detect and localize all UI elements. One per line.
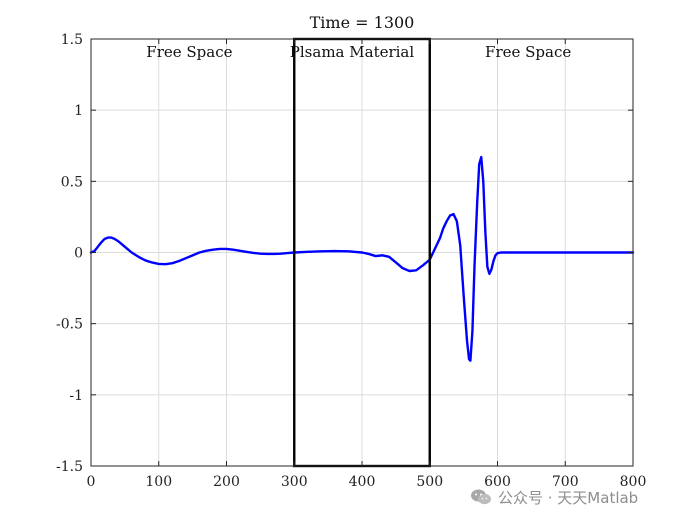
y-tick-label: 1.5 xyxy=(61,32,83,48)
y-tick-label: 1 xyxy=(74,103,83,119)
annotations: Free Space Plsama Material Free Space xyxy=(146,43,571,61)
y-tick-label: -1 xyxy=(69,388,83,404)
region-annotation: Free Space xyxy=(485,43,571,61)
series-layer xyxy=(89,155,635,362)
tick-labels: 0 100 200 300 400 500 600 700 800 -1.5 -1 -0.5 0 0.5 1… xyxy=(56,32,646,490)
x-tick-label: 400 xyxy=(349,474,376,490)
x-tick-label: 700 xyxy=(552,474,579,490)
x-tick-label: 100 xyxy=(145,474,172,490)
x-tick-label: 0 xyxy=(87,474,96,490)
chart-title: Time = 1300 xyxy=(310,13,415,32)
watermark: 公众号 · 天天Matlab xyxy=(470,484,690,510)
x-tick-label: 600 xyxy=(484,474,511,490)
series-line xyxy=(89,155,635,362)
x-tick-label: 200 xyxy=(213,474,240,490)
y-tick-label: 0.5 xyxy=(61,174,83,190)
y-tick-label: -1.5 xyxy=(56,459,83,475)
x-tick-label: 300 xyxy=(281,474,308,490)
region-annotation: Free Space xyxy=(146,43,232,61)
y-tick-label: 0 xyxy=(74,246,83,262)
wechat-icon xyxy=(471,489,491,505)
axes-frame xyxy=(90,38,634,467)
x-tick-label: 800 xyxy=(620,474,647,490)
x-tick-label: 500 xyxy=(416,474,443,490)
y-tick-label: -0.5 xyxy=(56,317,83,333)
region-annotation: Plsama Material xyxy=(290,43,415,61)
watermark-text: 公众号 · 天天Matlab xyxy=(498,488,639,507)
